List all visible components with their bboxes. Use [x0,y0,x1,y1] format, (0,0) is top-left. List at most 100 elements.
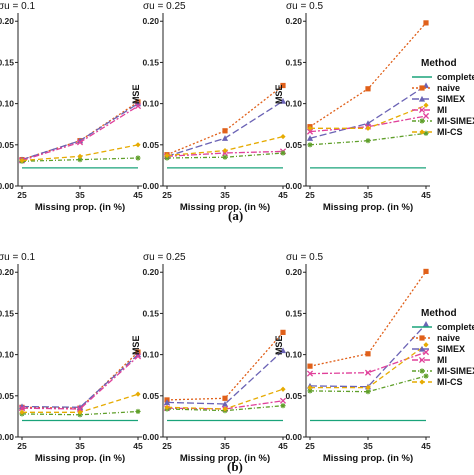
series-line-naive [166,331,284,401]
y-tick-label: 0.00 [0,432,14,442]
data-point-mi-cs [164,404,170,410]
y-tick-label: 0.10 [285,350,302,360]
y-tick-label: 0.20 [0,267,14,277]
data-point-naive [280,82,286,89]
y-tick-label: 0.15 [285,308,302,318]
y-tick-label: 0.10 [142,350,159,360]
data-point-mi-simex [280,150,286,156]
x-tick-label: 45 [421,441,431,451]
series-line-mi-simex [166,152,284,159]
series-line-naive [309,22,427,128]
series-line-simex [309,84,427,139]
data-point-mi-cs [365,384,371,391]
data-point-mi-simex [423,373,429,379]
x-axis-label: Missing prop. (in %) [323,453,413,464]
data-point-naive [222,128,228,134]
data-point-mi-cs [164,152,170,159]
data-point-mi-cs [280,386,286,392]
data-point-simex [221,135,229,141]
chart-panel-a-2: 0.00 0.05 0.10 0.15 0.20 25 35 45 Missing prop. … [131,1,288,213]
data-point-mi-simex [423,130,429,136]
data-point-mi-cs [222,406,228,412]
x-tick-label: 35 [75,441,85,451]
data-point-mi-cs [307,125,313,131]
series-line-simex [166,350,284,405]
x-tick-label: 35 [75,190,85,200]
data-point-mi-cs [423,342,429,348]
data-point-mi-simex [222,154,228,160]
x-tick-label: 35 [363,190,373,200]
legend-key-marker [419,335,425,341]
data-point-mi-cs [307,384,313,391]
data-point-naive [280,329,286,335]
legend-label: complete [437,72,474,82]
series-line-mi [21,355,139,410]
x-axis-label: Missing prop. (in %) [35,453,125,464]
data-point-mi-simex [77,157,83,163]
data-point-simex [306,135,314,141]
data-point-simex [422,321,430,327]
series-line-mi-simex [21,157,139,162]
legend-label: MI-CS [437,377,463,387]
data-point-mi-cs [423,102,429,108]
x-tick-label: 25 [17,190,27,200]
panel-title: σu = 0.1 [0,252,35,263]
y-tick-label: 0.15 [285,57,302,67]
legend-key-marker [419,118,425,124]
panel-title: σu = 0.1 [0,1,35,12]
data-point-mi-cs [19,409,25,415]
data-point-mi-cs [365,125,371,131]
x-axis-label: Missing prop. (in %) [323,202,413,213]
series-line-simex [21,354,139,408]
data-point-naive [423,20,429,26]
data-point-naive [365,86,371,92]
data-point-mi [76,405,84,413]
x-tick-label: 45 [133,190,143,200]
data-point-mi-cs [135,142,141,148]
series-line-mi [166,400,284,410]
y-tick-label: 0.00 [285,181,302,191]
data-point-mi-cs [77,409,83,415]
series-line-mi-simex [309,375,427,393]
legend-label: MI [437,105,447,115]
y-tick-label: 0.20 [0,16,14,26]
legend-key-marker [418,106,426,114]
y-tick-label: 0.00 [0,181,14,191]
y-tick-label: 0.00 [285,432,302,442]
legend-title: Method [421,58,457,69]
y-tick-label: 0.15 [0,57,14,67]
series-line-naive [21,101,139,161]
data-point-simex [134,351,142,358]
legend-label: naive [437,333,460,343]
x-tick-label: 45 [278,441,288,451]
y-tick-label: 0.15 [142,57,159,67]
caption-a: (a) [228,208,244,223]
y-tick-label: 0.15 [142,308,159,318]
legend-label: MI-SIMEX [437,366,474,376]
legend-label: MI-SIMEX [437,116,474,126]
data-point-mi-simex [365,138,371,144]
legend-label: naive [437,83,460,93]
x-tick-label: 25 [162,190,172,200]
y-tick-label: 0.05 [142,391,159,401]
series-line-simex [309,323,427,388]
series-line-mi-simex [309,132,427,146]
y-tick-label: 0.05 [285,391,302,401]
y-tick-label: 0.00 [142,181,159,191]
y-tick-label: 0.05 [285,140,302,150]
data-point-naive [423,268,429,275]
series-line-naive [166,84,284,156]
x-axis-label: Missing prop. (in %) [180,202,270,213]
chart-panel-b-2: 0.00 0.05 0.10 0.15 0.20 25 35 45 Missing prop. … [131,252,288,464]
panel-title: σu = 0.5 [286,1,323,12]
y-axis-label: MSE [274,336,284,356]
data-point-mi-cs [135,391,141,397]
y-axis-label: MSE [131,336,141,356]
y-tick-label: 0.20 [142,267,159,277]
series-line-mi [166,150,284,157]
y-tick-label: 0.15 [0,308,14,318]
series-line-simex [21,103,139,161]
legend-label: SIMEX [437,344,465,354]
data-point-mi-cs [19,157,25,164]
